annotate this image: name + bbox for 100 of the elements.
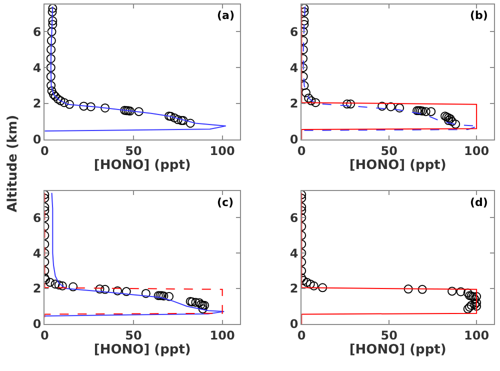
point	[198, 304, 208, 314]
point	[448, 286, 457, 296]
point	[186, 118, 195, 128]
point	[194, 298, 204, 308]
y-tick-label: 4	[32, 60, 42, 75]
point	[56, 96, 66, 106]
point	[176, 116, 186, 126]
point	[304, 94, 314, 103]
point	[113, 286, 122, 296]
point	[46, 72, 56, 82]
point	[426, 107, 436, 116]
y-tick-label: 6	[32, 24, 42, 39]
y-tick-label: 2	[32, 282, 42, 296]
point	[472, 292, 482, 301]
point	[86, 102, 96, 112]
point	[46, 63, 56, 72]
point	[46, 45, 56, 54]
point	[65, 100, 74, 109]
point	[68, 282, 78, 292]
x-tick-label: 100	[464, 328, 490, 342]
point	[418, 284, 427, 294]
point	[53, 94, 62, 104]
x-tick-label: 50	[125, 328, 142, 342]
point	[444, 116, 454, 126]
point	[472, 298, 482, 308]
point	[346, 100, 356, 109]
annotation: (b)	[470, 9, 488, 22]
point	[164, 292, 174, 301]
point	[46, 54, 56, 64]
y-axis-title: Altitude (km)	[6, 114, 21, 212]
x-axis-title: [HONO] (ppt)	[349, 342, 446, 358]
point	[100, 284, 110, 294]
annotation: (d)	[470, 196, 488, 209]
point	[463, 288, 472, 298]
point	[386, 102, 396, 112]
point	[191, 298, 200, 307]
point	[306, 96, 316, 106]
y-tick-label: 2	[290, 282, 298, 296]
point	[404, 284, 413, 294]
point	[200, 300, 210, 310]
point	[154, 291, 163, 300]
y-tick-label: 2	[32, 96, 42, 111]
point	[170, 113, 179, 122]
y-tick-label: 0	[290, 317, 298, 332]
point	[451, 120, 460, 129]
x-axis-title: [HONO] (ppt)	[94, 158, 191, 173]
point	[421, 107, 430, 116]
point	[465, 302, 474, 312]
point	[173, 115, 182, 124]
x-axis-title: [HONO] (ppt)	[94, 342, 191, 358]
point	[122, 287, 131, 296]
point	[100, 103, 110, 112]
x-tick-label: 100	[210, 144, 235, 158]
y-tick-label: 6	[290, 210, 298, 225]
point	[395, 103, 404, 112]
point	[48, 20, 58, 29]
point	[302, 88, 310, 98]
point	[456, 287, 466, 296]
point	[48, 7, 57, 16]
point	[178, 116, 188, 126]
x-tick-label: 50	[380, 328, 398, 342]
point	[47, 86, 56, 96]
point	[342, 100, 352, 109]
point	[95, 284, 104, 294]
x-tick-label: 100	[464, 144, 490, 158]
x-axis-title: [HONO] (ppt)	[349, 158, 446, 173]
point	[46, 81, 56, 90]
point	[463, 304, 472, 314]
point	[470, 294, 480, 304]
y-tick-label: 4	[32, 246, 42, 260]
y-tick-label: 0	[32, 132, 42, 147]
y-tick-label: 0	[32, 317, 42, 332]
point	[186, 296, 195, 306]
point	[311, 98, 320, 108]
y-tick-label: 4	[290, 246, 298, 260]
point	[60, 98, 69, 108]
point	[470, 300, 480, 309]
point	[472, 302, 482, 311]
y-tick-label: 6	[32, 210, 42, 225]
point	[47, 27, 56, 36]
x-tick-label: 50	[125, 144, 142, 158]
point	[188, 297, 197, 306]
point	[378, 102, 387, 111]
point	[448, 116, 457, 126]
point	[466, 300, 476, 310]
y-tick-label: 4	[290, 60, 298, 75]
point	[141, 288, 150, 298]
point	[46, 36, 56, 46]
annotation: (c)	[217, 196, 234, 209]
y-tick-label: 6	[290, 24, 298, 39]
x-tick-label: 50	[380, 144, 398, 158]
y-tick-label: 0	[290, 132, 298, 147]
point	[79, 102, 88, 111]
annotation: (a)	[217, 9, 234, 22]
point	[134, 107, 144, 116]
x-tick-label: 100	[210, 328, 235, 342]
point	[159, 291, 168, 300]
point	[48, 16, 58, 26]
y-tick-label: 2	[290, 96, 298, 111]
point	[48, 4, 58, 13]
